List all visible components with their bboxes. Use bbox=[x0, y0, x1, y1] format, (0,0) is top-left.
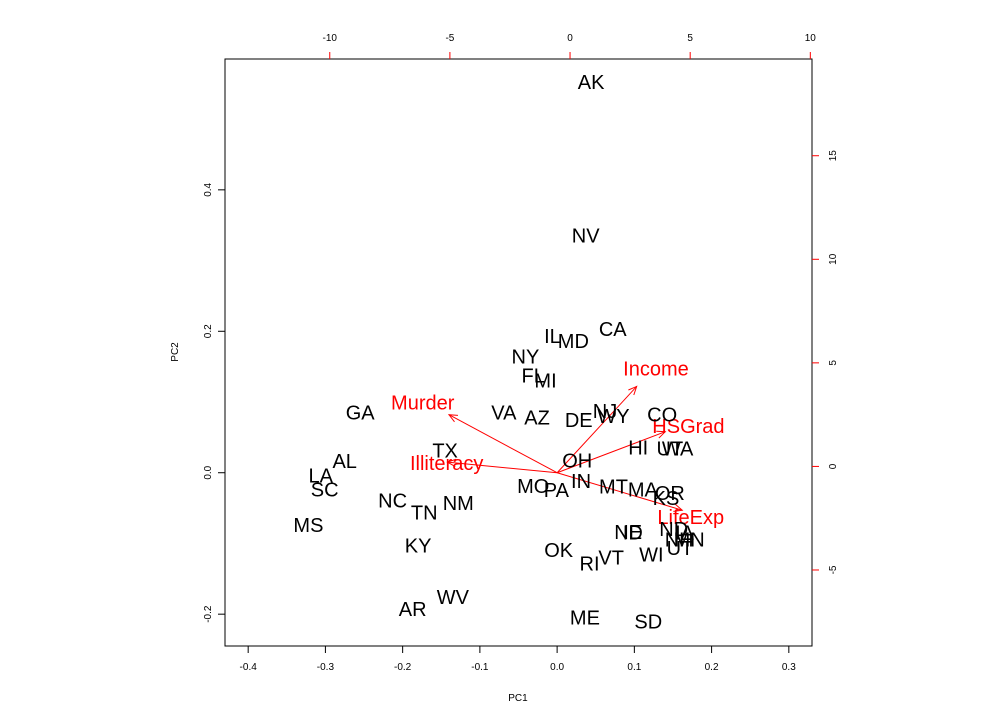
state-label: SC bbox=[311, 479, 339, 501]
state-label: NV bbox=[572, 226, 600, 248]
top-tick-label: 10 bbox=[805, 33, 817, 44]
state-label: MI bbox=[534, 370, 556, 392]
state-label: TN bbox=[411, 503, 438, 525]
x-tick-label: 0.3 bbox=[782, 662, 796, 673]
top-tick-label: -10 bbox=[323, 33, 338, 44]
state-label: WA bbox=[662, 438, 694, 460]
state-label: OR bbox=[655, 483, 685, 505]
state-label: MA bbox=[628, 479, 659, 501]
arrow-hsgrad bbox=[556, 431, 666, 474]
state-label: NE bbox=[614, 522, 642, 544]
state-label: NH bbox=[665, 530, 694, 552]
state-label: WI bbox=[639, 544, 663, 566]
arrow-murder bbox=[448, 414, 558, 474]
state-label: VT bbox=[598, 547, 624, 569]
arrow-head bbox=[446, 458, 457, 467]
state-label: NJ bbox=[593, 401, 617, 423]
x-tick-label: 0.1 bbox=[627, 662, 641, 673]
state-label: NC bbox=[378, 491, 407, 513]
variable-label: Murder bbox=[391, 392, 455, 414]
variable-label: Illiteracy bbox=[410, 453, 483, 475]
state-label: MD bbox=[558, 331, 589, 353]
top-tick-label: 5 bbox=[687, 33, 693, 44]
state-label: LA bbox=[309, 465, 334, 487]
y-axis-title: PC2 bbox=[170, 342, 181, 362]
state-label: OH bbox=[562, 450, 592, 472]
state-label: ME bbox=[570, 607, 600, 629]
x-tick-label: -0.1 bbox=[471, 662, 489, 673]
state-label: CA bbox=[599, 319, 627, 341]
arrow-head bbox=[447, 414, 458, 423]
x-axis-title: PC1 bbox=[508, 693, 528, 704]
state-label: OK bbox=[544, 540, 574, 562]
state-label: IA bbox=[675, 523, 695, 545]
state-label: WY bbox=[597, 406, 629, 428]
state-label: KS bbox=[653, 488, 680, 510]
state-label: AZ bbox=[524, 407, 550, 429]
arrow-lifeexp bbox=[556, 472, 683, 511]
y-tick-label: 0.2 bbox=[203, 324, 214, 338]
right-tick-label: 15 bbox=[828, 150, 839, 162]
state-label: GA bbox=[346, 402, 376, 424]
state-label: CO bbox=[647, 404, 677, 426]
state-label: AR bbox=[399, 599, 427, 621]
state-label: NY bbox=[512, 346, 540, 368]
state-label: PA bbox=[544, 480, 570, 502]
state-label: KY bbox=[405, 535, 432, 557]
arrow-income bbox=[556, 386, 638, 474]
state-label: WV bbox=[437, 587, 470, 609]
state-label: RI bbox=[580, 554, 600, 576]
y-tick-label: 0.4 bbox=[203, 182, 214, 196]
x-tick-label: 0.0 bbox=[550, 662, 564, 673]
state-label: IL bbox=[544, 326, 561, 348]
right-tick-label: 0 bbox=[828, 463, 839, 469]
x-tick-label: -0.3 bbox=[317, 662, 335, 673]
state-label: MN bbox=[674, 530, 705, 552]
state-label: NM bbox=[443, 493, 474, 515]
state-label: UT bbox=[657, 438, 684, 460]
variable-label: LifeExp bbox=[657, 507, 724, 529]
right-tick-label: 10 bbox=[828, 253, 839, 265]
right-tick-label: 5 bbox=[828, 360, 839, 366]
top-tick-label: 0 bbox=[567, 33, 573, 44]
state-label: MT bbox=[599, 477, 628, 499]
state-label: TX bbox=[432, 441, 458, 463]
right-tick-label: -5 bbox=[828, 565, 839, 574]
state-label: FL bbox=[522, 366, 545, 388]
top-tick-label: -5 bbox=[445, 33, 454, 44]
axes-group: -0.4 -0.3 -0.2 -0.1 0.0 0.1 0.2 0.3 -0.2 0.0 0.2 0.… bbox=[203, 33, 839, 673]
state-label: AL bbox=[332, 451, 356, 473]
y-tick-label: -0.2 bbox=[203, 605, 214, 623]
variable-label: HSGrad bbox=[652, 416, 724, 438]
state-label: UT bbox=[667, 538, 694, 560]
state-label: MO bbox=[517, 476, 549, 498]
state-label: HI bbox=[628, 438, 648, 460]
variable-label: Income bbox=[623, 358, 689, 380]
state-label: SD bbox=[634, 612, 662, 634]
state-label: ND bbox=[659, 519, 688, 541]
arrow-head bbox=[628, 385, 638, 396]
x-tick-label: -0.4 bbox=[240, 662, 258, 673]
x-tick-label: -0.2 bbox=[394, 662, 412, 673]
y-tick-label: 0.0 bbox=[203, 465, 214, 479]
state-label: DE bbox=[565, 410, 593, 432]
state-label: MS bbox=[293, 515, 323, 537]
loading-arrows: Income Murder Illiteracy HSGrad LifeExp bbox=[391, 358, 724, 529]
x-tick-label: 0.2 bbox=[705, 662, 719, 673]
state-label: AK bbox=[578, 72, 605, 94]
state-label: IN bbox=[571, 471, 591, 493]
state-label: ID bbox=[623, 523, 643, 545]
arrow-head bbox=[673, 503, 684, 512]
state-label: VA bbox=[491, 402, 517, 424]
arrow-illiteracy bbox=[447, 461, 558, 474]
plot-frame bbox=[224, 58, 813, 647]
arrow-head bbox=[656, 430, 667, 439]
